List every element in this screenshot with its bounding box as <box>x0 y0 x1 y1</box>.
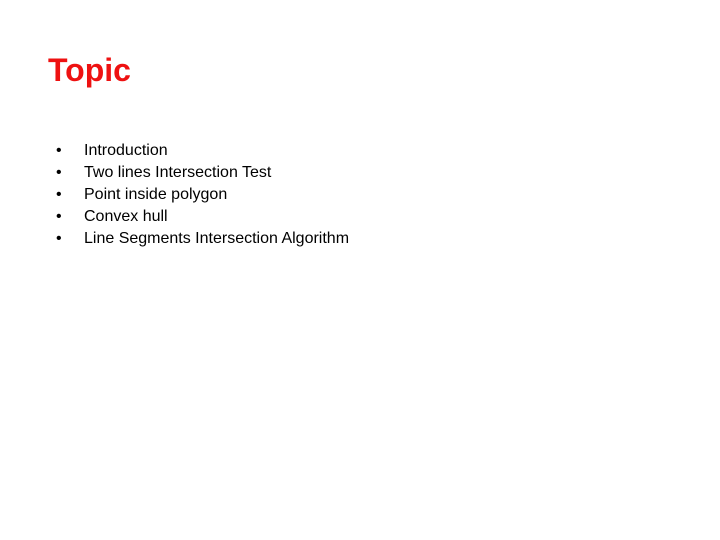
list-item-text: Line Segments Intersection Algorithm <box>84 230 349 247</box>
list-item-text: Point inside polygon <box>84 186 227 203</box>
bullet-list: Introduction Two lines Intersection Test… <box>56 140 349 250</box>
list-item-text: Introduction <box>84 142 168 159</box>
bullet-list-ul: Introduction Two lines Intersection Test… <box>56 140 349 250</box>
slide-title: Topic <box>48 52 131 89</box>
list-item: Two lines Intersection Test <box>56 162 349 184</box>
list-item-text: Convex hull <box>84 208 168 225</box>
list-item: Introduction <box>56 140 349 162</box>
list-item: Convex hull <box>56 206 349 228</box>
list-item: Point inside polygon <box>56 184 349 206</box>
slide: Topic Introduction Two lines Intersectio… <box>0 0 720 540</box>
list-item-text: Two lines Intersection Test <box>84 164 271 181</box>
list-item: Line Segments Intersection Algorithm <box>56 228 349 250</box>
